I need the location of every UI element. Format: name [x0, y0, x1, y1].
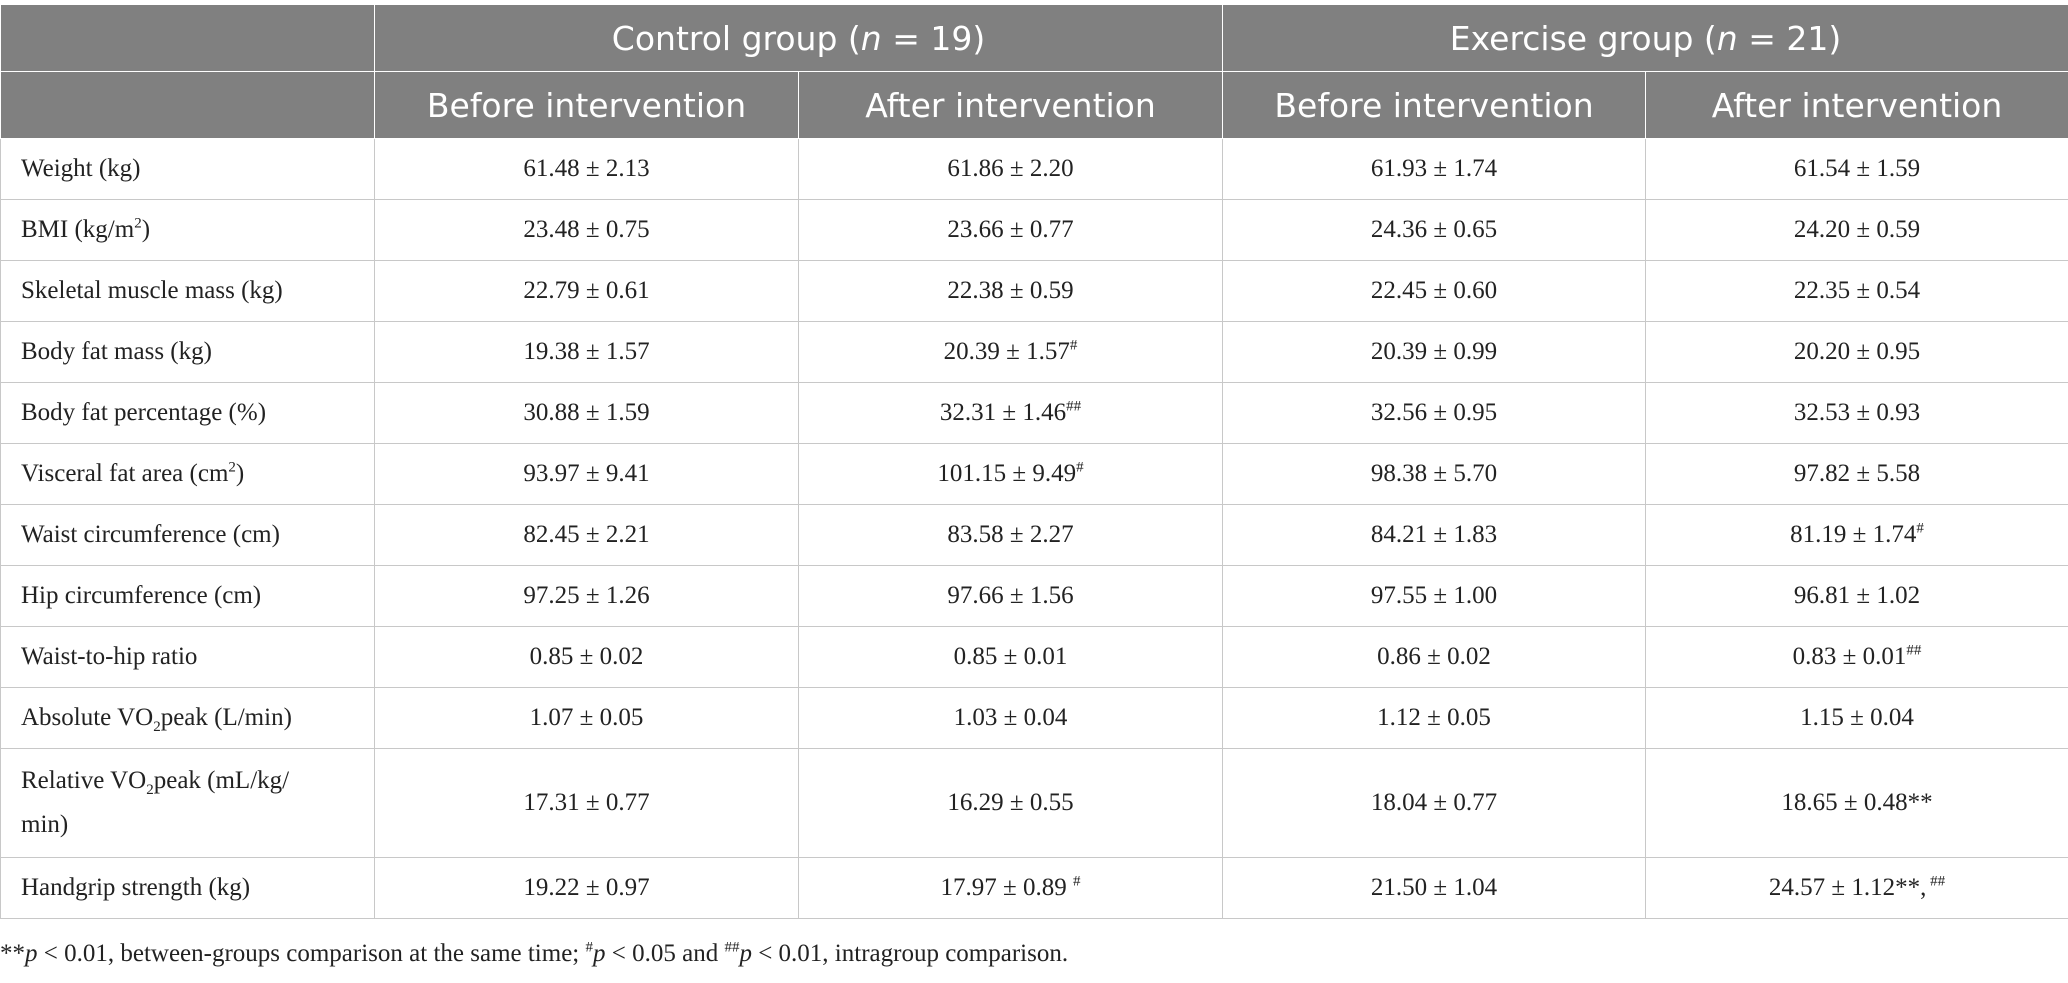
row-label: Relative VO2peak (mL/kg/min) — [0, 748, 375, 858]
exercise-before-value: 32.56 ± 0.95 — [1222, 382, 1646, 444]
control-before-header: Before intervention — [374, 71, 799, 139]
control-after-value: 83.58 ± 2.27 — [798, 504, 1223, 566]
control-after-value: 32.31 ± 1.46## — [798, 382, 1223, 444]
control-after-value: 20.39 ± 1.57# — [798, 321, 1223, 383]
control-group-header: Control group (n = 19) — [374, 4, 1223, 72]
timepoint-header-row: Before intervention After intervention B… — [0, 71, 2068, 139]
significance-mark: ## — [1926, 873, 1946, 890]
exercise-before-value: 22.45 ± 0.60 — [1222, 260, 1646, 322]
control-before-value: 22.79 ± 0.61 — [374, 260, 799, 322]
row-label: Handgrip strength (kg) — [0, 857, 375, 919]
exercise-after-value: 1.15 ± 0.04 — [1645, 687, 2068, 749]
control-after-value: 61.86 ± 2.20 — [798, 138, 1223, 200]
group-header-row: Control group (n = 19) Exercise group (n… — [0, 4, 2068, 72]
control-after-value: 16.29 ± 0.55 — [798, 748, 1223, 858]
header-empty-cell — [0, 71, 375, 139]
control-after-value: 101.15 ± 9.49# — [798, 443, 1223, 505]
table-row-waist-hip-ratio: Waist-to-hip ratio 0.85 ± 0.02 0.85 ± 0.… — [0, 626, 2068, 688]
exercise-after-value: 32.53 ± 0.93 — [1645, 382, 2068, 444]
exercise-before-value: 61.93 ± 1.74 — [1222, 138, 1646, 200]
control-before-value: 82.45 ± 2.21 — [374, 504, 799, 566]
significance-mark: ## — [1906, 642, 1922, 659]
exercise-before-value: 1.12 ± 0.05 — [1222, 687, 1646, 749]
control-before-value: 19.22 ± 0.97 — [374, 857, 799, 919]
row-label: Hip circumference (cm) — [0, 565, 375, 627]
control-before-value: 23.48 ± 0.75 — [374, 199, 799, 261]
control-after-value: 23.66 ± 0.77 — [798, 199, 1223, 261]
significance-mark: # — [1069, 337, 1078, 354]
table-row-hip: Hip circumference (cm) 97.25 ± 1.26 97.6… — [0, 565, 2068, 627]
control-after-value: 22.38 ± 0.59 — [798, 260, 1223, 322]
exercise-after-value: 20.20 ± 0.95 — [1645, 321, 2068, 383]
exercise-after-value: 18.65 ± 0.48** — [1645, 748, 2068, 858]
row-label: Body fat percentage (%) — [0, 382, 375, 444]
row-label: Skeletal muscle mass (kg) — [0, 260, 375, 322]
exercise-after-value: 96.81 ± 1.02 — [1645, 565, 2068, 627]
exercise-before-header: Before intervention — [1222, 71, 1646, 139]
table-row-handgrip: Handgrip strength (kg) 19.22 ± 0.97 17.9… — [0, 857, 2068, 919]
row-label: Body fat mass (kg) — [0, 321, 375, 383]
row-label: Waist circumference (cm) — [0, 504, 375, 566]
exercise-group-header: Exercise group (n = 21) — [1222, 4, 2068, 72]
table-row-bmi: BMI (kg/m2) 23.48 ± 0.75 23.66 ± 0.77 24… — [0, 199, 2068, 261]
header-empty-cell — [0, 4, 375, 72]
table-row-visceral-fat: Visceral fat area (cm2) 93.97 ± 9.41 101… — [0, 443, 2068, 505]
control-after-value: 1.03 ± 0.04 — [798, 687, 1223, 749]
exercise-after-value: 97.82 ± 5.58 — [1645, 443, 2068, 505]
significance-mark: # — [1072, 873, 1081, 890]
control-before-value: 17.31 ± 0.77 — [374, 748, 799, 858]
row-label: BMI (kg/m2) — [0, 199, 375, 261]
table-row-relative-vo2peak: Relative VO2peak (mL/kg/min) 17.31 ± 0.7… — [0, 748, 2068, 858]
row-label: Waist-to-hip ratio — [0, 626, 375, 688]
table-row-weight: Weight (kg) 61.48 ± 2.13 61.86 ± 2.20 61… — [0, 138, 2068, 200]
table-row-waist: Waist circumference (cm) 82.45 ± 2.21 83… — [0, 504, 2068, 566]
exercise-after-value: 61.54 ± 1.59 — [1645, 138, 2068, 200]
control-after-value: 97.66 ± 1.56 — [798, 565, 1223, 627]
control-before-value: 93.97 ± 9.41 — [374, 443, 799, 505]
control-before-value: 61.48 ± 2.13 — [374, 138, 799, 200]
control-after-value: 17.97 ± 0.89 # — [798, 857, 1223, 919]
control-before-value: 19.38 ± 1.57 — [374, 321, 799, 383]
table-row-body-fat-percentage: Body fat percentage (%) 30.88 ± 1.59 32.… — [0, 382, 2068, 444]
exercise-after-value: 22.35 ± 0.54 — [1645, 260, 2068, 322]
row-label: Visceral fat area (cm2) — [0, 443, 375, 505]
exercise-after-value: 24.20 ± 0.59 — [1645, 199, 2068, 261]
table-footnote: **p < 0.01, between-groups comparison at… — [0, 939, 1069, 967]
row-label: Weight (kg) — [0, 138, 375, 200]
exercise-after-value: 24.57 ± 1.12**, ## — [1645, 857, 2068, 919]
control-before-value: 30.88 ± 1.59 — [374, 382, 799, 444]
exercise-before-value: 97.55 ± 1.00 — [1222, 565, 1646, 627]
significance-mark: ## — [1066, 398, 1082, 415]
exercise-before-value: 0.86 ± 0.02 — [1222, 626, 1646, 688]
results-table: Control group (n = 19) Exercise group (n… — [0, 4, 2068, 919]
exercise-before-value: 20.39 ± 0.99 — [1222, 321, 1646, 383]
control-before-value: 1.07 ± 0.05 — [374, 687, 799, 749]
exercise-after-value: 0.83 ± 0.01## — [1645, 626, 2068, 688]
control-after-value: 0.85 ± 0.01 — [798, 626, 1223, 688]
table-row-absolute-vo2peak: Absolute VO2peak (L/min) 1.07 ± 0.05 1.0… — [0, 687, 2068, 749]
control-before-value: 0.85 ± 0.02 — [374, 626, 799, 688]
exercise-after-value: 81.19 ± 1.74# — [1645, 504, 2068, 566]
table-row-body-fat-mass: Body fat mass (kg) 19.38 ± 1.57 20.39 ± … — [0, 321, 2068, 383]
exercise-before-value: 24.36 ± 0.65 — [1222, 199, 1646, 261]
exercise-before-value: 21.50 ± 1.04 — [1222, 857, 1646, 919]
table-row-skeletal-muscle: Skeletal muscle mass (kg) 22.79 ± 0.61 2… — [0, 260, 2068, 322]
row-label: Absolute VO2peak (L/min) — [0, 687, 375, 749]
exercise-before-value: 18.04 ± 0.77 — [1222, 748, 1646, 858]
control-before-value: 97.25 ± 1.26 — [374, 565, 799, 627]
exercise-before-value: 84.21 ± 1.83 — [1222, 504, 1646, 566]
significance-mark: # — [1916, 520, 1924, 537]
significance-mark: # — [1076, 459, 1084, 476]
exercise-before-value: 98.38 ± 5.70 — [1222, 443, 1646, 505]
exercise-after-header: After intervention — [1645, 71, 2068, 139]
control-after-header: After intervention — [798, 71, 1223, 139]
